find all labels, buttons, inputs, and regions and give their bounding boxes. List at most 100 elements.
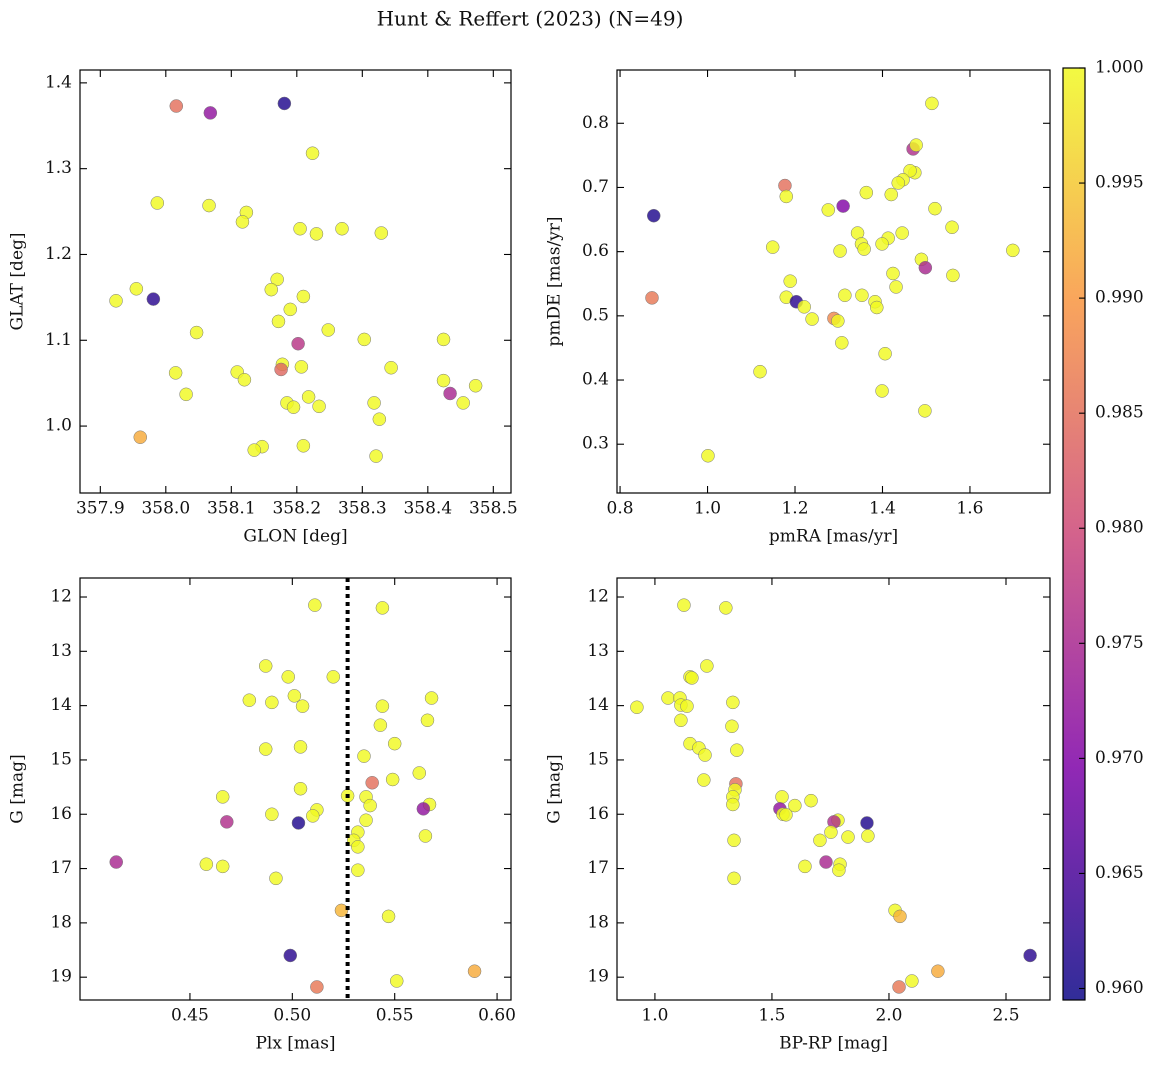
point [258, 742, 273, 756]
point [727, 833, 741, 848]
point [294, 360, 309, 374]
point [833, 244, 847, 258]
point [855, 288, 869, 303]
y-tick-label: 0.8 [582, 113, 609, 133]
y-tick-label: 12 [587, 587, 609, 607]
y-tick-label: 12 [50, 587, 72, 607]
point [805, 312, 819, 326]
y-tick-label: 0.4 [582, 370, 609, 390]
point [918, 260, 933, 275]
point [945, 220, 959, 235]
point [264, 282, 279, 297]
point [779, 808, 793, 822]
y-axis-label: G [mag] [8, 754, 28, 823]
point [861, 829, 875, 843]
point [645, 291, 659, 305]
point [436, 332, 451, 347]
y-tick-label: 1.4 [45, 72, 72, 92]
x-tick-label: 357.9 [76, 499, 125, 519]
y-tick-label: 19 [50, 967, 72, 987]
colorbar-tick-label: 0.995 [1095, 173, 1144, 193]
point [274, 362, 288, 377]
point [283, 948, 298, 963]
colorbar-frame [1062, 67, 1086, 1001]
point [308, 598, 322, 612]
plot-frame [79, 577, 512, 1001]
point [831, 314, 845, 328]
point [1023, 948, 1037, 963]
point [918, 404, 932, 418]
x-tick-label: 358.0 [141, 499, 190, 519]
y-tick-label: 17 [587, 858, 609, 878]
x-axis-label: GLON [deg] [243, 527, 347, 547]
point [385, 772, 400, 787]
y-tick-label: 0.3 [582, 434, 609, 454]
x-tick-label: 0.8 [607, 499, 634, 519]
point [321, 323, 336, 337]
point [281, 670, 295, 684]
point [247, 443, 261, 457]
y-tick-label: 17 [50, 858, 72, 878]
point [719, 601, 733, 615]
point [797, 300, 811, 314]
point [189, 325, 204, 340]
point [813, 833, 827, 848]
point [838, 288, 852, 303]
point [727, 871, 741, 886]
point [905, 974, 919, 988]
y-tick-label: 13 [587, 641, 609, 661]
point [878, 346, 892, 361]
point [168, 366, 183, 380]
point [886, 266, 900, 281]
point [351, 840, 365, 854]
x-tick-label: 0.45 [171, 1006, 209, 1026]
point [832, 863, 846, 877]
point [265, 807, 279, 822]
y-tick-label: 14 [50, 695, 72, 715]
point [283, 302, 298, 317]
y-tick-label: 1.3 [45, 158, 72, 178]
point [779, 189, 794, 204]
plot-frame [79, 69, 512, 494]
y-tick-label: 1.1 [45, 330, 72, 350]
point [946, 268, 960, 283]
point [698, 748, 712, 762]
point [373, 718, 388, 732]
point [726, 695, 740, 710]
point [788, 798, 802, 813]
point [416, 802, 431, 816]
colorbar-tick-label: 0.980 [1095, 518, 1144, 538]
x-tick-label: 358.5 [469, 499, 518, 519]
point [798, 859, 812, 874]
point [367, 396, 381, 410]
point [334, 903, 349, 918]
point [467, 964, 482, 978]
point [203, 106, 218, 120]
x-tick-label: 358.3 [338, 499, 387, 519]
point [895, 226, 909, 240]
x-tick-label: 358.1 [207, 499, 256, 519]
point [931, 964, 945, 978]
point [374, 226, 389, 240]
x-tick-label: 2.5 [992, 1006, 1019, 1026]
x-tick-label: 1.4 [869, 499, 896, 519]
point [661, 691, 675, 705]
point [836, 199, 850, 213]
point [351, 863, 365, 877]
point [646, 208, 661, 223]
point [909, 138, 923, 152]
point [375, 699, 390, 713]
y-tick-label: 0.6 [582, 241, 609, 261]
colorbar-tick-label: 0.975 [1095, 633, 1144, 653]
point [179, 387, 193, 402]
point [436, 373, 451, 388]
point [293, 221, 307, 236]
point [372, 412, 387, 426]
point [220, 815, 234, 829]
x-tick-label: 1.0 [641, 1006, 668, 1026]
point [286, 400, 301, 414]
y-tick-label: 18 [587, 912, 609, 932]
point [889, 280, 903, 294]
point [819, 855, 833, 869]
